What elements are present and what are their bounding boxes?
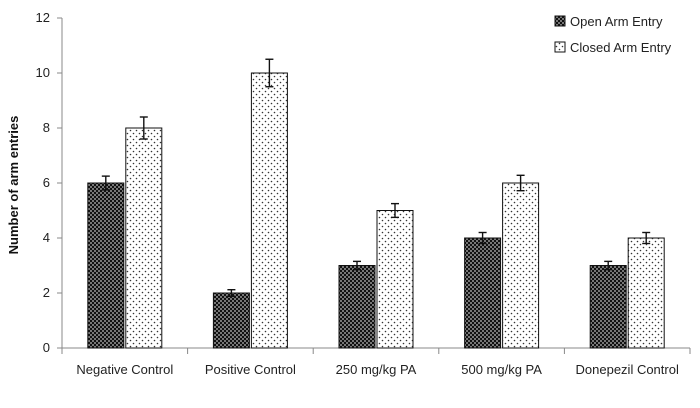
bar-open-arm	[212, 292, 250, 349]
legend-label: Closed Arm Entry	[570, 40, 672, 55]
legend-swatch	[554, 15, 566, 27]
legend-label: Open Arm Entry	[570, 14, 663, 29]
category-label: 250 mg/kg PA	[336, 362, 417, 377]
bar-closed-arm	[376, 210, 414, 349]
category-label: 500 mg/kg PA	[461, 362, 542, 377]
bar-open-arm	[464, 237, 502, 349]
y-tick-label: 10	[36, 65, 50, 80]
bar-closed-arm	[627, 237, 665, 349]
category-label: Donepezil Control	[576, 362, 679, 377]
category-label: Positive Control	[205, 362, 296, 377]
y-tick-label: 6	[43, 175, 50, 190]
y-axis-title: Number of arm entries	[6, 116, 21, 255]
bar-closed-arm	[125, 127, 163, 349]
y-tick-label: 4	[43, 230, 50, 245]
y-tick-label: 0	[43, 340, 50, 355]
bar-open-arm	[87, 182, 125, 349]
error-bars	[101, 58, 651, 297]
bar-closed-arm	[502, 182, 540, 349]
y-axis: 0 2 4 6 8 10 12	[36, 10, 63, 355]
bars	[87, 72, 665, 349]
category-labels: Negative Control Positive Control 250 mg/k…	[76, 362, 679, 377]
legend: Open Arm Entry Closed Arm Entry	[554, 14, 672, 55]
bar-open-arm	[589, 265, 627, 349]
bar-closed-arm	[250, 72, 288, 349]
y-tick-label: 8	[43, 120, 50, 135]
x-axis	[61, 347, 691, 354]
bar-open-arm	[338, 265, 376, 349]
legend-swatch	[554, 41, 566, 53]
y-tick-label: 2	[43, 285, 50, 300]
category-label: Negative Control	[76, 362, 173, 377]
y-tick-label: 12	[36, 10, 50, 25]
